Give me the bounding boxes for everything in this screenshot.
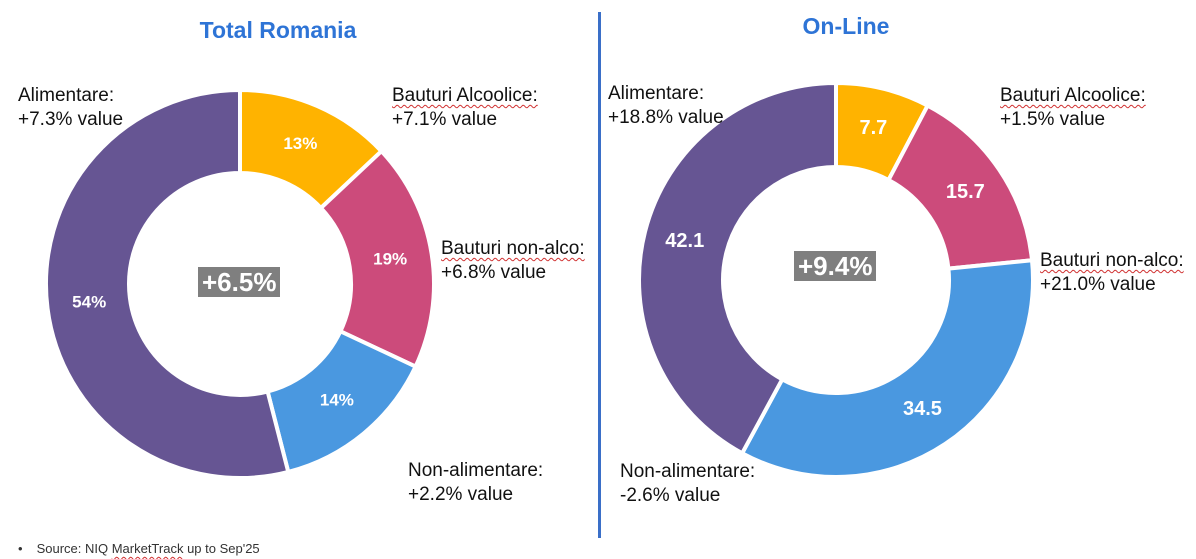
- source-footnote: • Source: NIQ MarketTrack up to Sep'25: [18, 541, 260, 556]
- panel-divider: [598, 12, 601, 538]
- legend-value: +2.2% value: [408, 484, 514, 505]
- center-growth-total-romania: +6.5%: [198, 267, 281, 297]
- legend-label-bauturi-alcoolice-left: Bauturi Alcoolice: +7.1% value: [392, 84, 538, 132]
- legend-label-non-alimentare-right: Non-alimentare: -2.6% value: [620, 460, 755, 508]
- donut-slice-alimentare: [637, 81, 838, 456]
- legend-name: Bauturi non-alco:: [1040, 250, 1184, 271]
- legend-name: Alimentare:: [608, 83, 705, 104]
- chart-title-total-romania: Total Romania: [199, 17, 357, 43]
- data-label-alimentare: 42.1: [665, 230, 704, 252]
- legend-label-bauturi-alcoolice-right: Bauturi Alcoolice: +1.5% value: [1000, 84, 1146, 132]
- source-prefix: Source: NIQ: [36, 541, 112, 556]
- legend-label-alimentare-right: Alimentare: +18.8% value: [608, 82, 724, 130]
- legend-name: Bauturi Alcoolice:: [1000, 85, 1146, 106]
- footnote-bullet: •: [18, 541, 23, 556]
- legend-name: Bauturi non-alco:: [441, 238, 585, 259]
- data-label-non-alimentare: 14%: [320, 391, 354, 410]
- data-label-alimentare: 54%: [72, 293, 106, 312]
- legend-value: +7.3% value: [18, 109, 124, 130]
- legend-label-bauturi-nonalco-right: Bauturi non-alco: +21.0% value: [1040, 249, 1184, 297]
- legend-value: +6.8% value: [441, 262, 547, 283]
- donut-slice-non-alimentare: [740, 258, 1035, 479]
- center-growth-online: +9.4%: [794, 251, 877, 281]
- chart-title-online: On-Line: [802, 13, 890, 39]
- data-label-non-alimentare: 34.5: [903, 398, 942, 420]
- data-label-bauturi-non-alco: 19%: [373, 250, 407, 269]
- legend-value: +1.5% value: [1000, 109, 1106, 130]
- legend-label-alimentare-left: Alimentare: +7.3% value: [18, 84, 123, 132]
- source-brand: MarketTrack: [111, 541, 184, 556]
- legend-value: +7.1% value: [392, 109, 498, 130]
- data-label-bauturi-alcoolice: 7.7: [859, 117, 887, 139]
- source-suffix: up to Sep'25: [183, 541, 260, 556]
- legend-value: +18.8% value: [608, 107, 724, 128]
- legend-name: Bauturi Alcoolice:: [392, 85, 538, 106]
- donut-slice-alimentare: [44, 88, 291, 480]
- legend-value: +21.0% value: [1040, 274, 1156, 295]
- legend-value: -2.6% value: [620, 485, 721, 506]
- legend-name: Alimentare:: [18, 85, 115, 106]
- legend-label-non-alimentare-left: Non-alimentare: +2.2% value: [408, 459, 543, 507]
- data-label-bauturi-non-alco: 15.7: [946, 181, 985, 203]
- legend-name: Non-alimentare:: [620, 461, 756, 482]
- data-label-bauturi-alcoolice: 13%: [283, 134, 317, 153]
- legend-label-bauturi-nonalco-left: Bauturi non-alco: +6.8% value: [441, 237, 585, 285]
- legend-name: Non-alimentare:: [408, 460, 544, 481]
